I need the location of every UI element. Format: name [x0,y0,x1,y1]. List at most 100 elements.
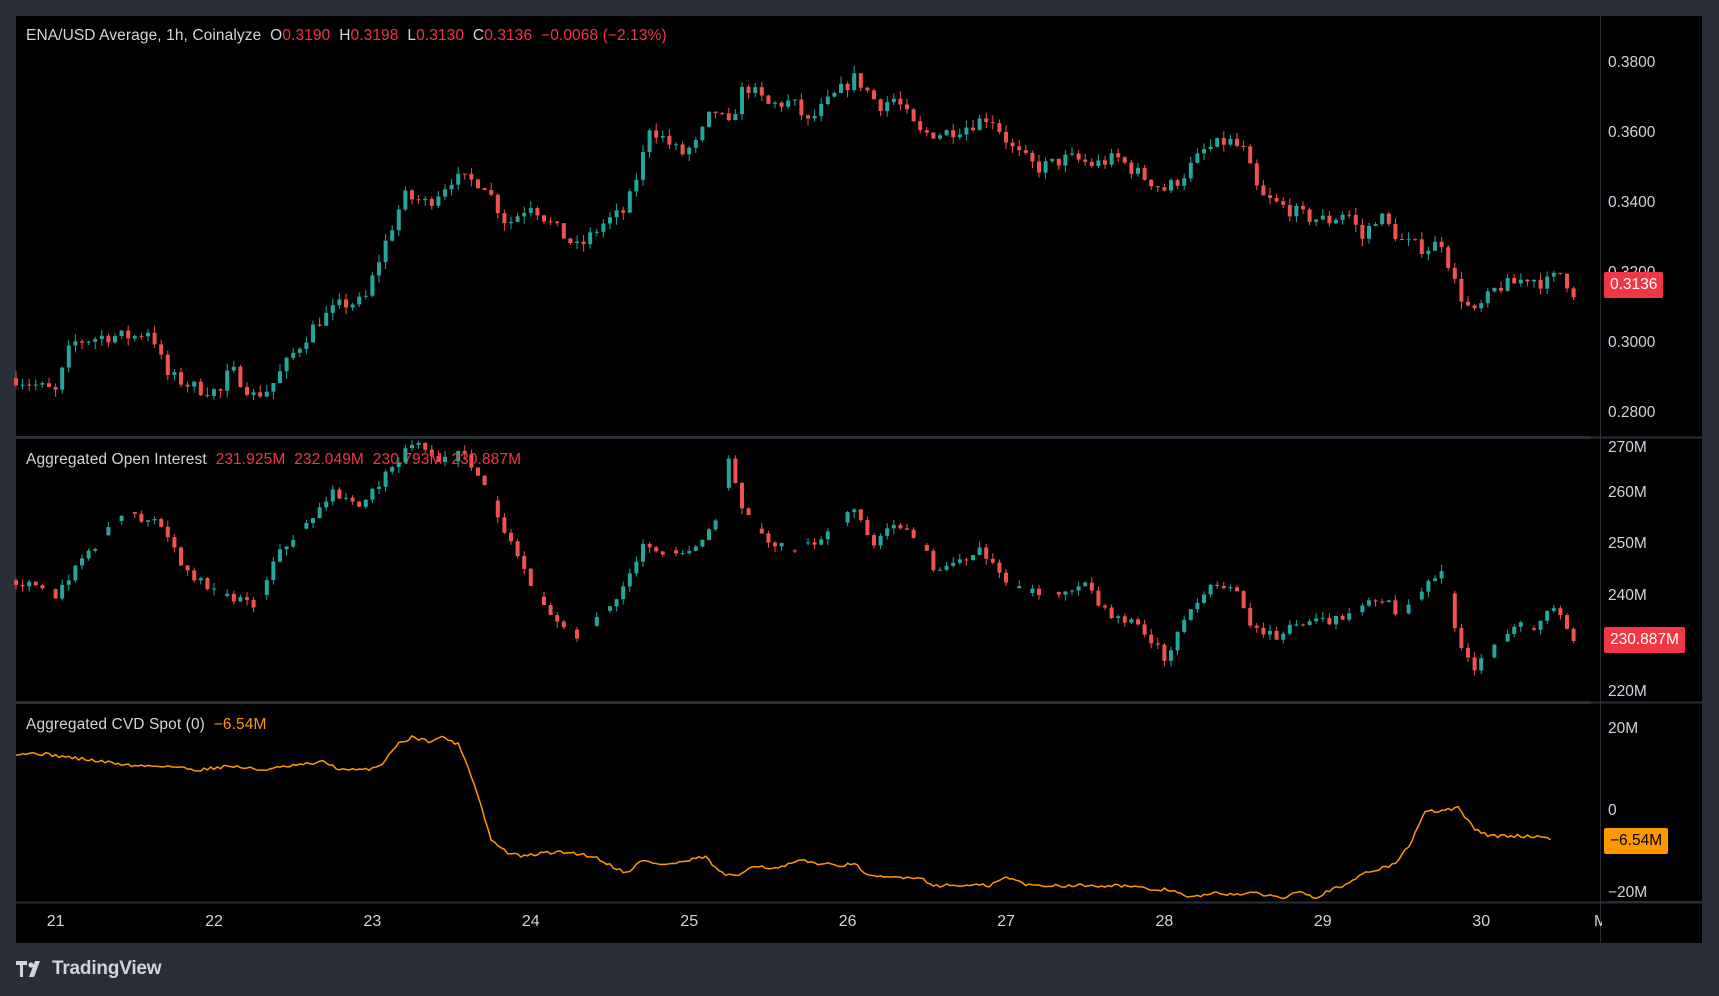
price-candle[interactable] [482,188,487,191]
price-candle[interactable] [311,324,315,343]
price-candle[interactable] [641,152,645,180]
price-candle[interactable] [429,198,434,206]
open-interest-candle[interactable] [1419,591,1424,600]
price-candle[interactable] [73,341,78,346]
price-candle[interactable] [350,304,355,308]
open-interest-candle[interactable] [53,589,58,599]
open-interest-candle[interactable] [1386,600,1391,603]
open-interest-candle[interactable] [931,550,936,571]
open-interest-candle[interactable] [634,561,639,574]
price-candle[interactable] [357,296,362,305]
open-interest-candle[interactable] [1433,578,1437,581]
price-candle[interactable] [654,130,659,138]
open-interest-candle[interactable] [1558,608,1563,616]
price-candle[interactable] [47,383,51,388]
open-interest-candle[interactable] [1439,570,1444,579]
price-candle[interactable] [1030,152,1035,162]
open-interest-title[interactable]: Aggregated Open Interest [26,451,207,468]
price-candle[interactable] [456,173,461,185]
price-candle[interactable] [278,371,282,384]
open-interest-candle[interactable] [1347,613,1352,620]
open-interest-candle[interactable] [350,497,355,502]
price-candle[interactable] [245,387,249,395]
price-candle[interactable] [713,111,718,114]
price-candle[interactable] [436,196,441,206]
open-interest-candle[interactable] [627,573,632,587]
price-candle[interactable] [1202,149,1206,154]
open-interest-candle[interactable] [528,568,533,586]
open-interest-candle[interactable] [1327,617,1332,625]
open-interest-candle[interactable] [410,444,414,449]
open-interest-candle[interactable] [198,578,203,581]
open-interest-candle[interactable] [185,565,190,571]
open-interest-candle[interactable] [938,569,942,571]
price-candle[interactable] [700,126,705,141]
open-interest-candle[interactable] [396,462,401,468]
price-candle[interactable] [799,99,804,116]
price-candle[interactable] [898,98,903,105]
price-candle[interactable] [634,179,639,192]
price-candle[interactable] [1169,180,1173,191]
price-candle[interactable] [271,383,276,392]
open-interest-candle[interactable] [1089,582,1094,591]
open-interest-candle[interactable] [363,499,368,507]
price-candle[interactable] [396,209,401,231]
open-interest-candle[interactable] [1466,648,1470,658]
price-candle[interactable] [1532,279,1536,282]
price-candle[interactable] [1485,291,1490,304]
open-interest-candle[interactable] [806,542,810,544]
price-candle[interactable] [951,130,956,138]
price-candle[interactable] [1162,187,1167,191]
open-interest-candle[interactable] [1070,590,1074,592]
price-candle[interactable] [205,395,210,397]
price-candle[interactable] [238,366,243,388]
open-interest-candle[interactable] [317,507,322,519]
open-interest-candle[interactable] [766,533,771,543]
price-candle[interactable] [753,87,758,93]
price-candle[interactable] [588,232,593,245]
open-interest-candle[interactable] [1426,580,1431,592]
price-candle[interactable] [1353,214,1358,225]
price-candle[interactable] [1136,168,1140,174]
price-candle[interactable] [667,136,672,145]
open-interest-candle[interactable] [476,467,480,476]
price-candle[interactable] [33,384,38,386]
open-interest-candle[interactable] [693,546,698,551]
price-candle[interactable] [1492,288,1497,292]
price-candle[interactable] [449,184,454,190]
price-candle[interactable] [1235,138,1239,146]
price-candle[interactable] [363,295,368,297]
open-interest-candle[interactable] [304,523,309,529]
price-legend[interactable]: ENA/USD Average, 1h, Coinalyze O0.3190 H… [26,27,667,44]
price-candle[interactable] [185,384,190,387]
open-interest-candle[interactable] [1221,585,1226,589]
price-candle[interactable] [1221,137,1226,145]
open-interest-candle[interactable] [575,629,579,639]
price-candle[interactable] [383,240,388,263]
open-interest-candle[interactable] [495,500,500,518]
open-interest-candle[interactable] [60,584,65,599]
open-interest-candle[interactable] [1182,619,1187,632]
open-interest-candle[interactable] [416,442,421,445]
open-interest-candle[interactable] [687,550,692,554]
price-candle[interactable] [297,348,302,353]
price-candle[interactable] [792,99,797,101]
open-interest-candle[interactable] [1208,584,1213,595]
price-candle[interactable] [390,230,395,241]
price-candle[interactable] [1228,138,1233,145]
price-candle[interactable] [139,336,144,338]
price-candle[interactable] [27,384,32,386]
price-candle[interactable] [674,144,678,146]
open-interest-candle[interactable] [1268,630,1272,635]
open-interest-candle[interactable] [33,581,38,586]
price-candle[interactable] [1545,276,1550,289]
price-candle[interactable] [1551,272,1556,277]
open-interest-candle[interactable] [812,542,817,545]
price-candle[interactable] [971,127,975,131]
price-candle[interactable] [1459,278,1464,302]
price-candle[interactable] [726,113,731,120]
price-candle[interactable] [218,389,223,391]
price-candle[interactable] [443,189,447,197]
price-candle[interactable] [264,391,269,397]
open-interest-candle[interactable] [1129,619,1134,623]
